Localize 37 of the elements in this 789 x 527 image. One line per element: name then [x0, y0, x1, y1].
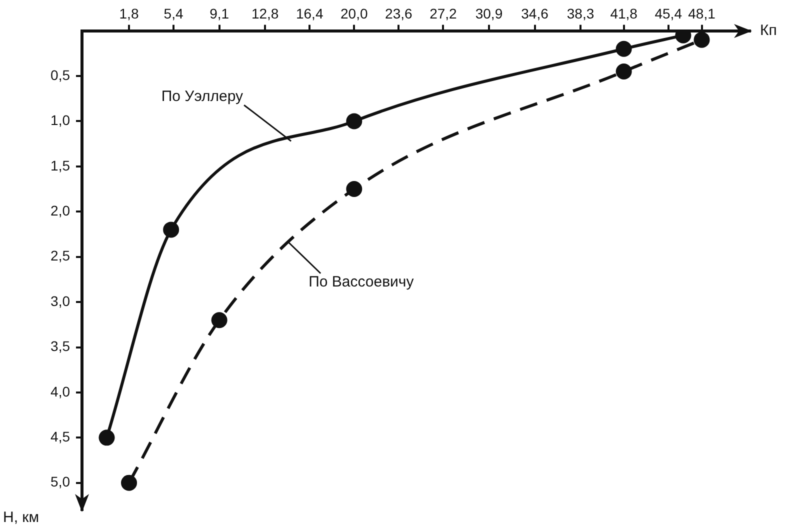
- x-tick-label: 12,8: [251, 5, 279, 22]
- y-tick-label: 3,5: [50, 338, 70, 354]
- x-tick-label: 27,2: [430, 5, 458, 22]
- annotation: По Уэллеру: [161, 88, 244, 106]
- point: [211, 312, 228, 328]
- point: [616, 63, 632, 80]
- annotation: По Вассоевичу: [308, 274, 414, 291]
- point: [163, 222, 180, 238]
- x-tick-label: 48,1: [688, 5, 716, 22]
- y-tick-label: 1,0: [50, 112, 70, 128]
- point: [121, 474, 138, 491]
- point: [346, 181, 362, 198]
- x-tick-label: 34,6: [521, 5, 549, 22]
- x-tick-label: 20,0: [340, 5, 368, 22]
- x-tick-label: 1,8: [119, 5, 139, 22]
- y-tick-label: 1,5: [50, 157, 70, 174]
- point: [616, 40, 632, 57]
- x-tick-label: 9,1: [210, 5, 230, 22]
- point: [694, 32, 710, 48]
- y-tick-label: 2,5: [50, 248, 70, 264]
- y-tick-label: 4,5: [50, 428, 70, 445]
- y-axis-title: H, км: [3, 509, 40, 526]
- x-tick-label: 41,8: [610, 5, 638, 22]
- x-tick-label: 45,4: [654, 5, 682, 22]
- point: [98, 430, 115, 446]
- x-axis-title: Кп: [760, 22, 777, 39]
- x-tick-label: 16,4: [296, 5, 324, 22]
- point: [346, 113, 362, 130]
- x-tick-label: 30,9: [475, 5, 503, 22]
- y-tick-label: 4,0: [50, 383, 70, 400]
- x-tick-label: 23,6: [385, 5, 413, 22]
- x-tick-label: 5,4: [164, 5, 184, 22]
- x-tick-label: 38,3: [566, 5, 594, 22]
- y-tick-label: 5,0: [50, 474, 70, 490]
- y-tick-label: 0,5: [50, 66, 70, 83]
- y-tick-label: 3,0: [50, 292, 70, 309]
- y-tick-label: 2,0: [50, 202, 70, 218]
